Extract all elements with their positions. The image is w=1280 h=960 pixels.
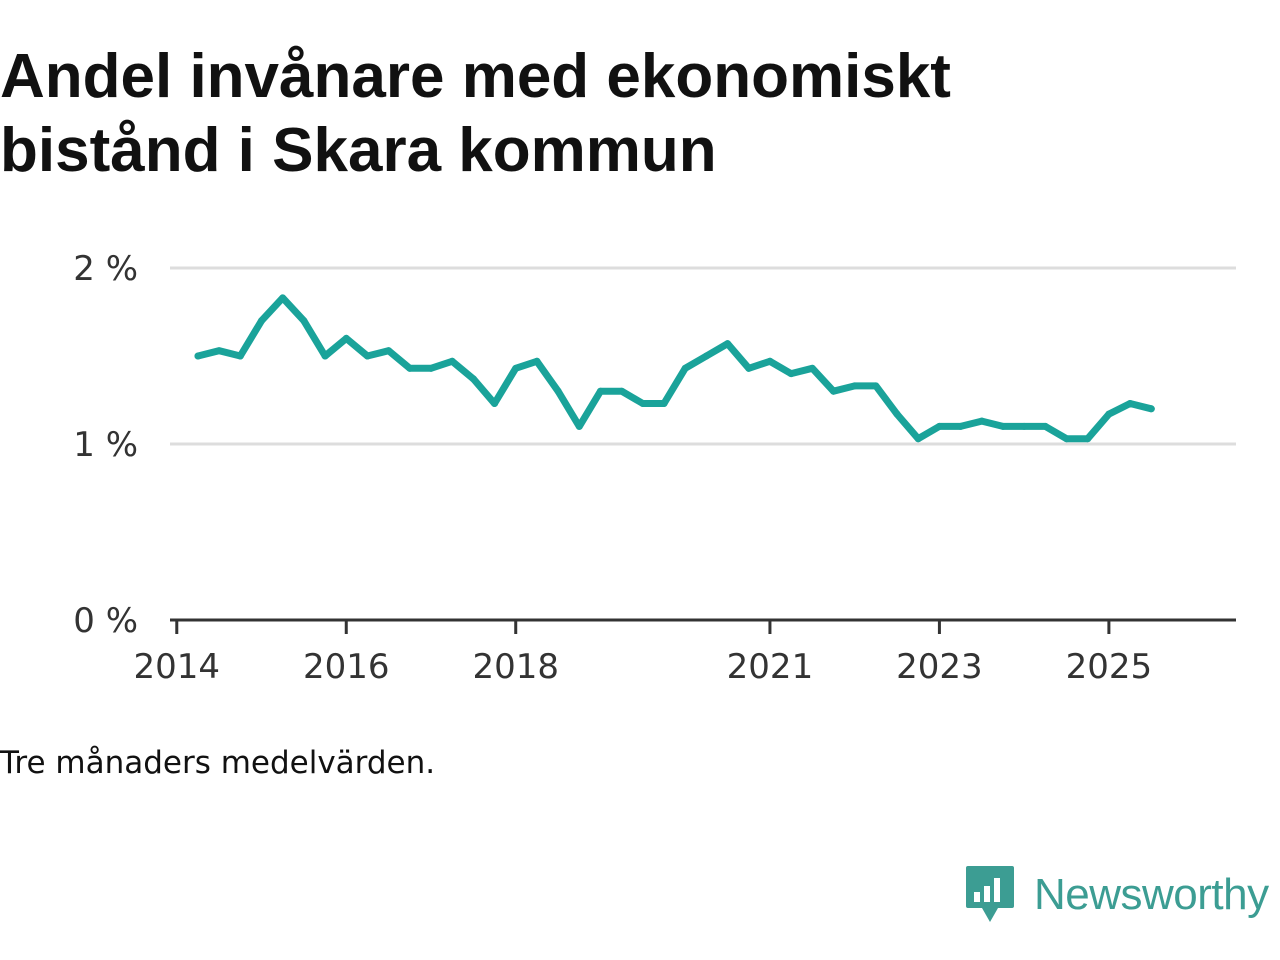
data-point — [829, 387, 837, 395]
data-point — [787, 370, 795, 378]
data-point — [1063, 435, 1071, 443]
y-axis: 0 % 1 % 2 % — [73, 249, 138, 641]
grid-lines — [170, 266, 1236, 446]
data-point — [1020, 422, 1028, 430]
data-point — [194, 352, 202, 360]
data-point — [1126, 400, 1134, 408]
series-group — [194, 294, 1155, 443]
data-point — [893, 410, 901, 418]
data-point — [406, 364, 414, 372]
data-point — [1041, 422, 1049, 430]
data-point — [914, 435, 922, 443]
x-tick-label: 2025 — [1066, 647, 1153, 687]
line-chart: 0 % 1 % 2 % 2014 2016 2018 2021 2023 2025 — [73, 249, 1236, 687]
data-point — [342, 334, 350, 342]
data-point — [363, 352, 371, 360]
data-point — [1147, 405, 1155, 413]
x-tick-label: 2023 — [896, 647, 983, 687]
data-point — [215, 347, 223, 355]
data-point — [766, 357, 774, 365]
chart-note: Tre månaders medelvärden. — [0, 745, 436, 781]
data-point — [1105, 410, 1113, 418]
data-point — [236, 352, 244, 360]
data-point — [554, 387, 562, 395]
data-point — [448, 357, 456, 365]
data-point — [999, 422, 1007, 430]
data-point — [872, 382, 880, 390]
y-tick-label: 1 % — [73, 425, 138, 465]
data-point — [660, 400, 668, 408]
chart-title: Andel invånare med ekonomiskt bistånd i … — [0, 42, 951, 185]
data-point — [808, 364, 816, 372]
data-point — [724, 340, 732, 348]
brand-logo[interactable]: Newsworthy — [964, 864, 1269, 926]
data-point — [427, 364, 435, 372]
data-point — [533, 357, 541, 365]
y-tick-label: 2 % — [73, 249, 138, 289]
data-point — [681, 364, 689, 372]
data-point — [300, 317, 308, 325]
data-point — [702, 352, 710, 360]
data-point — [258, 317, 266, 325]
data-point — [512, 364, 520, 372]
x-tick-label: 2016 — [303, 647, 390, 687]
data-point — [575, 422, 583, 430]
series-line-0 — [194, 294, 1155, 443]
data-point — [957, 422, 965, 430]
y-tick-label: 0 % — [73, 601, 138, 641]
newsworthy-logo-icon — [966, 866, 1014, 922]
data-point — [745, 364, 753, 372]
brand-name: Newsworthy — [1034, 870, 1269, 919]
data-point — [978, 417, 986, 425]
data-point — [935, 422, 943, 430]
data-point — [491, 400, 499, 408]
data-point — [1084, 435, 1092, 443]
data-point — [279, 294, 287, 302]
x-tick-label: 2014 — [134, 647, 221, 687]
data-point — [851, 382, 859, 390]
x-tick-label: 2021 — [727, 647, 814, 687]
data-point — [596, 387, 604, 395]
x-tick-label: 2018 — [472, 647, 559, 687]
x-axis: 2014 2016 2018 2021 2023 2025 — [134, 618, 1236, 687]
data-point — [618, 387, 626, 395]
data-point — [321, 352, 329, 360]
data-point — [385, 347, 393, 355]
data-point — [639, 400, 647, 408]
data-point — [469, 375, 477, 383]
